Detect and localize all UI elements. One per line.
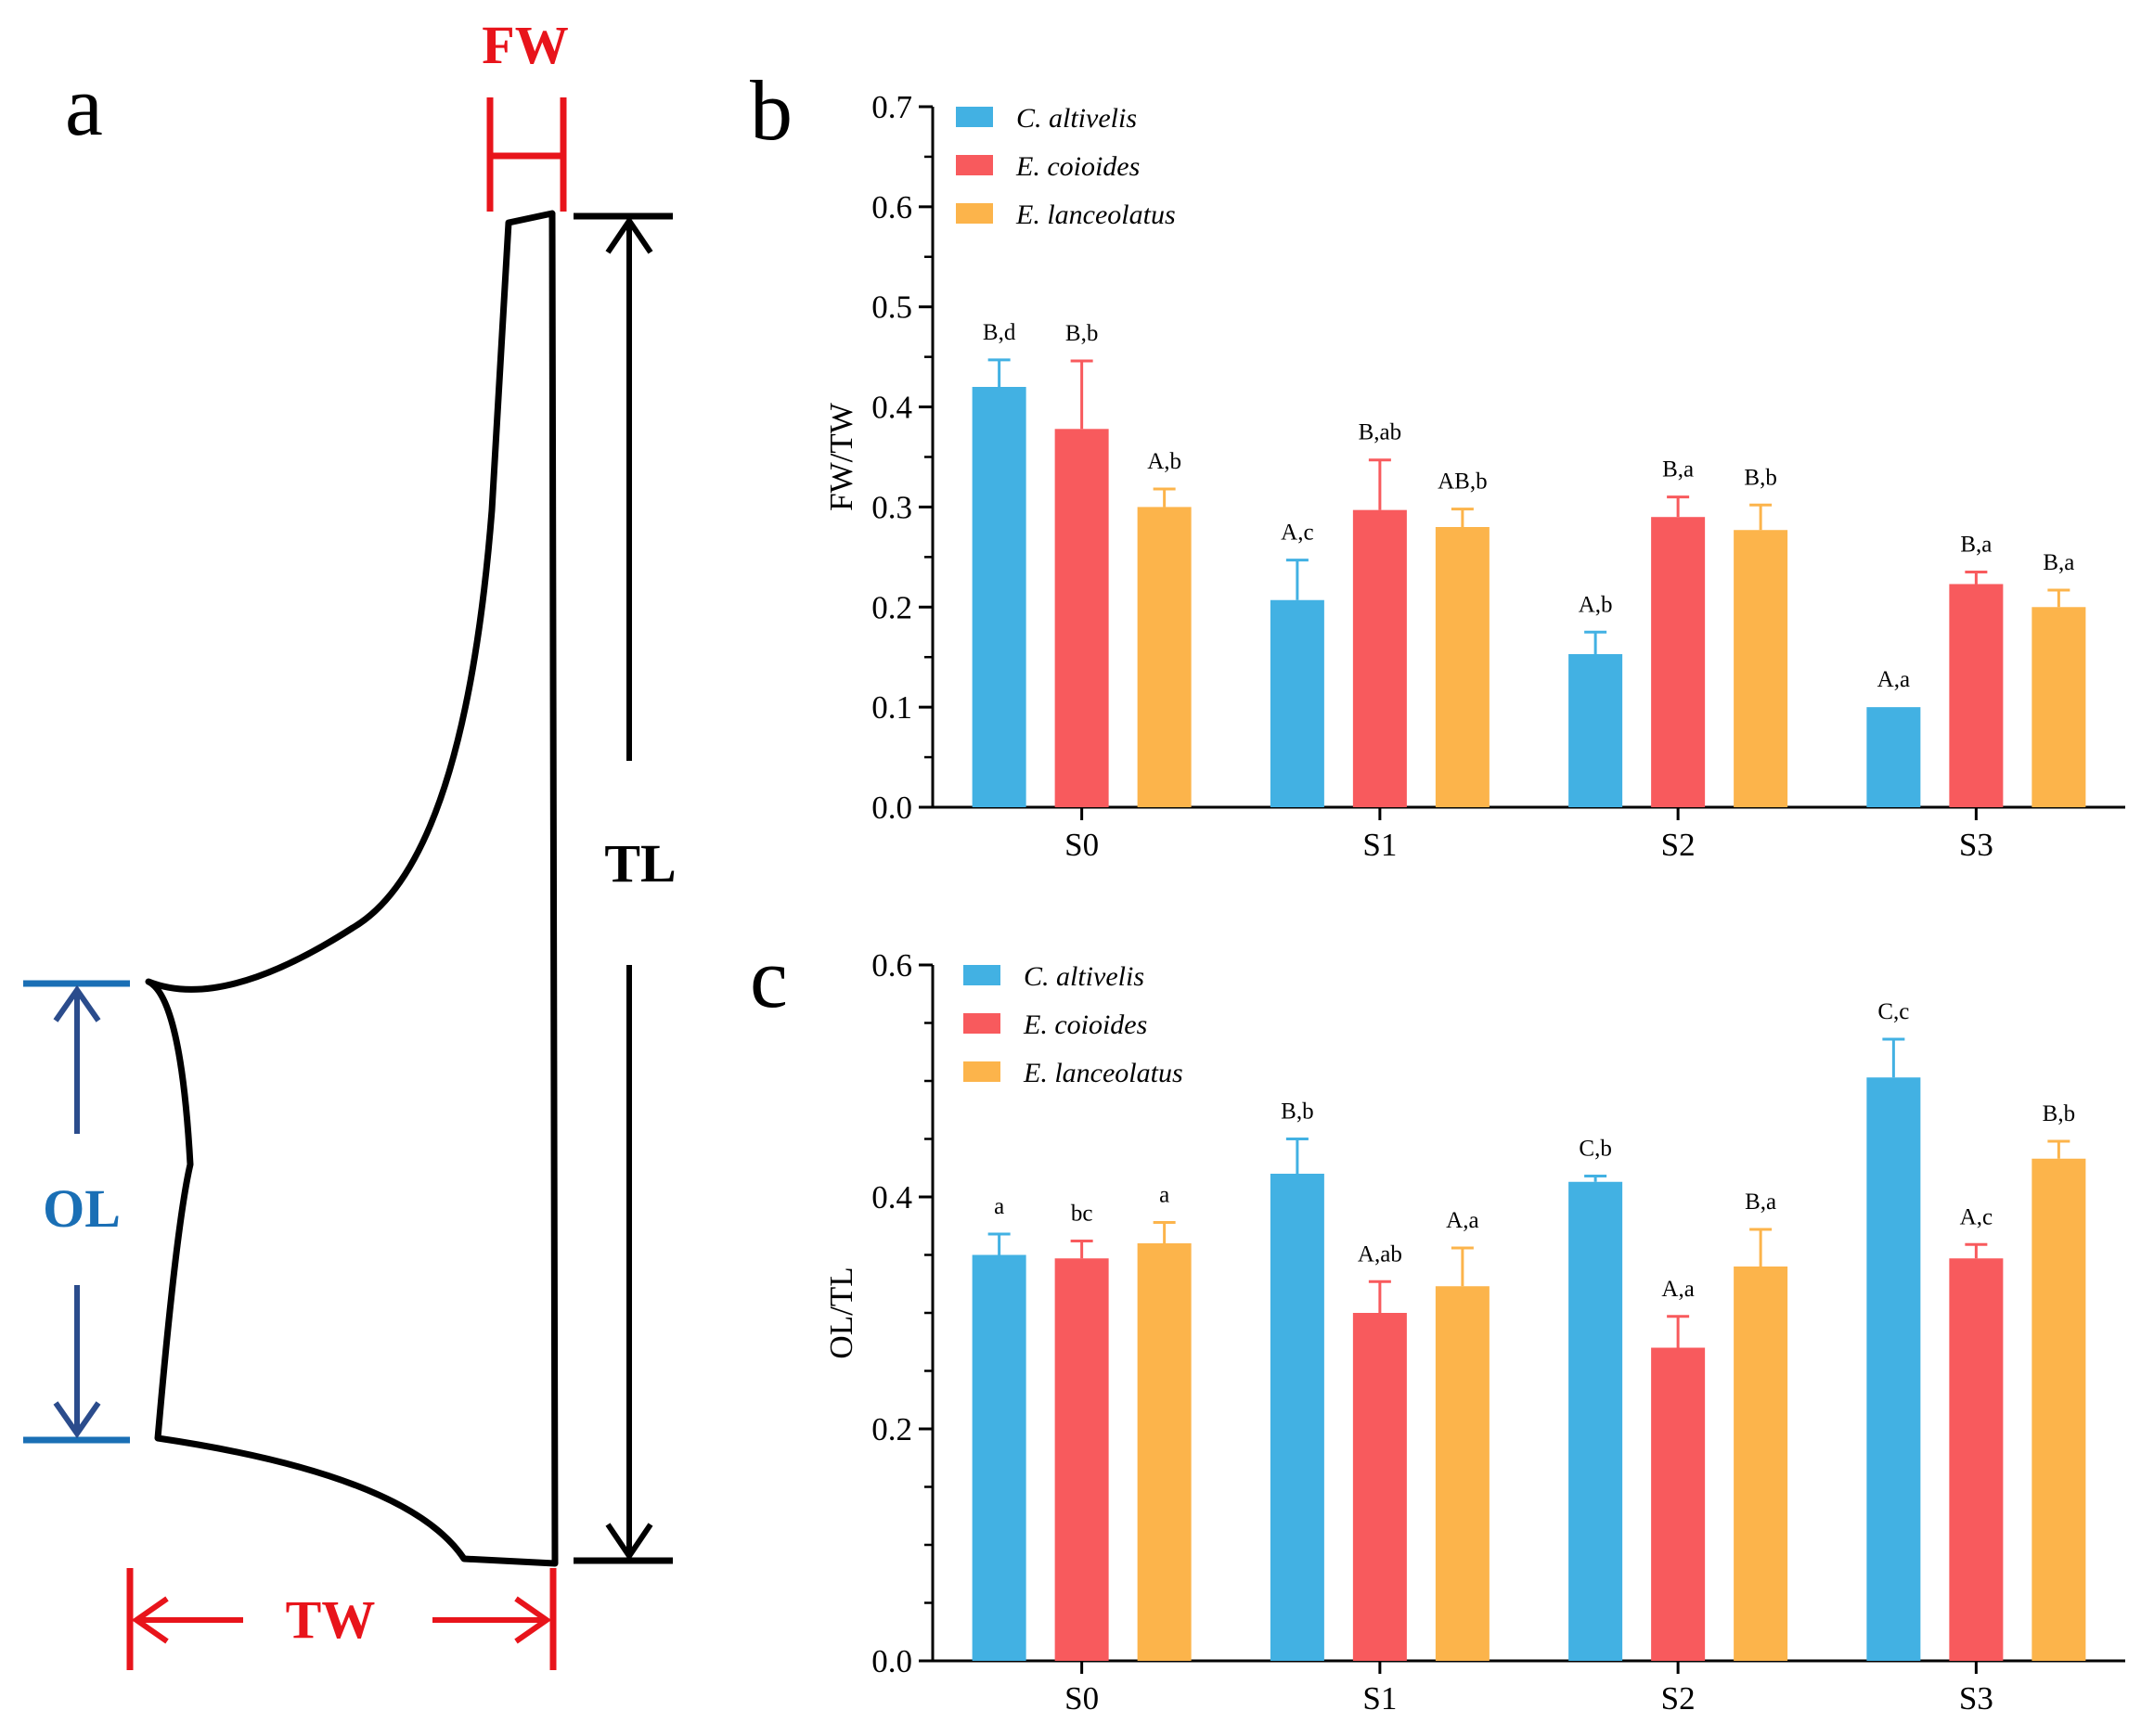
tw-dimension: TW <box>126 1568 557 1670</box>
significance-label: B,b <box>1281 1099 1313 1125</box>
significance-label: a <box>1159 1183 1169 1208</box>
bar <box>1352 1313 1407 1661</box>
bar <box>1270 1174 1324 1661</box>
x-tick-label: S1 <box>1362 1680 1397 1717</box>
significance-label: B,b <box>1744 465 1776 490</box>
panel-label-b: b <box>750 63 793 158</box>
bar <box>1568 1181 1623 1661</box>
significance-label: C,c <box>1877 999 1909 1024</box>
chart-b: 0.0 0.1 0.2 0.3 0.4 0.5 0.6 0.7 FW/TW S0 B,d B,b A,b… <box>823 89 2125 863</box>
x-tick-label: S2 <box>1661 1680 1696 1717</box>
bar <box>1734 530 1788 807</box>
bar <box>1568 653 1623 807</box>
fw-dimension: FW <box>482 15 569 212</box>
bar <box>972 1254 1026 1661</box>
y-tick-label: 0.3 <box>871 489 912 525</box>
significance-label: a <box>994 1194 1004 1219</box>
bar <box>2031 607 2086 807</box>
significance-label: B,b <box>1065 321 1098 346</box>
significance-label: B,ab <box>1359 420 1402 445</box>
significance-label: B,a <box>1662 457 1694 482</box>
panel-label-c: c <box>750 931 788 1025</box>
legend-swatch <box>963 1013 1000 1034</box>
significance-label: A,a <box>1877 667 1910 692</box>
x-tick-label: S3 <box>1959 1680 1993 1717</box>
significance-label: A,a <box>1446 1208 1478 1233</box>
significance-label: A,c <box>1281 521 1313 546</box>
bar <box>1949 584 2004 807</box>
bar <box>1054 429 1109 807</box>
y-tick-label: 0.7 <box>871 89 912 125</box>
y-tick-label: 0.0 <box>871 790 912 826</box>
significance-label: B,d <box>983 320 1016 345</box>
significance-label: B,b <box>2043 1101 2075 1126</box>
chart-c: 0.0 0.2 0.4 0.6 OL/TL S0 a bc a S1 B,b A,ab A,a S2 C,b… <box>823 947 2125 1717</box>
bar <box>1734 1267 1788 1661</box>
y-tick-label: 0.4 <box>871 390 912 426</box>
y-tick-label: 0.2 <box>871 1411 912 1447</box>
bar <box>1270 599 1324 807</box>
x-tick-label: S1 <box>1362 827 1397 863</box>
y-axis-title: OL/TL <box>823 1267 859 1358</box>
panel-a-diagram: a FW TL OL <box>23 15 677 1670</box>
y-tick-label: 0.6 <box>871 947 912 984</box>
bar <box>1054 1258 1109 1661</box>
panel-label-a: a <box>65 58 103 153</box>
tl-dimension: TL <box>574 212 677 1564</box>
y-tick-label: 0.6 <box>871 189 912 225</box>
legend-label: E. lanceolatus <box>1023 1058 1183 1088</box>
significance-label: A,b <box>1147 449 1181 474</box>
legend-label: E. lanceolatus <box>1015 199 1176 230</box>
bar <box>1651 517 1706 807</box>
significance-label: A,b <box>1579 592 1613 617</box>
x-tick-label: S3 <box>1959 827 1993 863</box>
bar <box>2031 1158 2086 1661</box>
shape-outline <box>145 210 559 1567</box>
significance-label: A,c <box>1960 1204 1993 1229</box>
bar <box>1949 1258 2004 1661</box>
legend-label: E. coioides <box>1015 151 1140 182</box>
bar <box>1137 1243 1192 1661</box>
significance-label: B,a <box>2043 550 2074 575</box>
legend-swatch <box>956 107 993 127</box>
bar <box>1352 509 1407 807</box>
bar <box>972 387 1026 807</box>
y-tick-label: 0.2 <box>871 589 912 625</box>
x-tick-label: S0 <box>1064 827 1099 863</box>
significance-label: A,ab <box>1358 1241 1402 1267</box>
x-tick-label: S0 <box>1064 1680 1099 1717</box>
bar <box>1651 1347 1706 1661</box>
tw-label: TW <box>286 1589 376 1650</box>
legend-label: E. coioides <box>1023 1009 1147 1040</box>
fw-label: FW <box>482 15 568 75</box>
tl-label: TL <box>604 833 676 894</box>
legend-label: C. altivelis <box>1024 961 1144 992</box>
y-tick-label: 0.4 <box>871 1179 912 1215</box>
significance-label: B,a <box>1960 533 1992 558</box>
significance-label: B,a <box>1745 1189 1776 1215</box>
bar <box>1137 507 1192 807</box>
legend-label: C. altivelis <box>1016 103 1137 134</box>
y-tick-label: 0.0 <box>871 1643 912 1679</box>
bar <box>1866 707 1921 807</box>
legend-swatch <box>963 1061 1000 1082</box>
y-tick-label: 0.1 <box>871 689 912 726</box>
legend-swatch <box>963 965 1000 985</box>
y-axis-title: FW/TW <box>823 403 859 511</box>
y-tick-label: 0.5 <box>871 289 912 326</box>
significance-label: C,b <box>1579 1137 1611 1162</box>
ol-label: OL <box>43 1178 121 1239</box>
legend-swatch <box>956 155 993 175</box>
significance-label: bc <box>1071 1202 1093 1227</box>
x-tick-label: S2 <box>1661 827 1696 863</box>
bar <box>1866 1077 1921 1661</box>
bar <box>1435 1286 1490 1661</box>
legend-swatch <box>956 203 993 224</box>
significance-label: A,a <box>1661 1277 1694 1302</box>
significance-label: AB,b <box>1438 469 1487 495</box>
bar <box>1435 527 1490 807</box>
ol-dimension: OL <box>23 980 130 1444</box>
